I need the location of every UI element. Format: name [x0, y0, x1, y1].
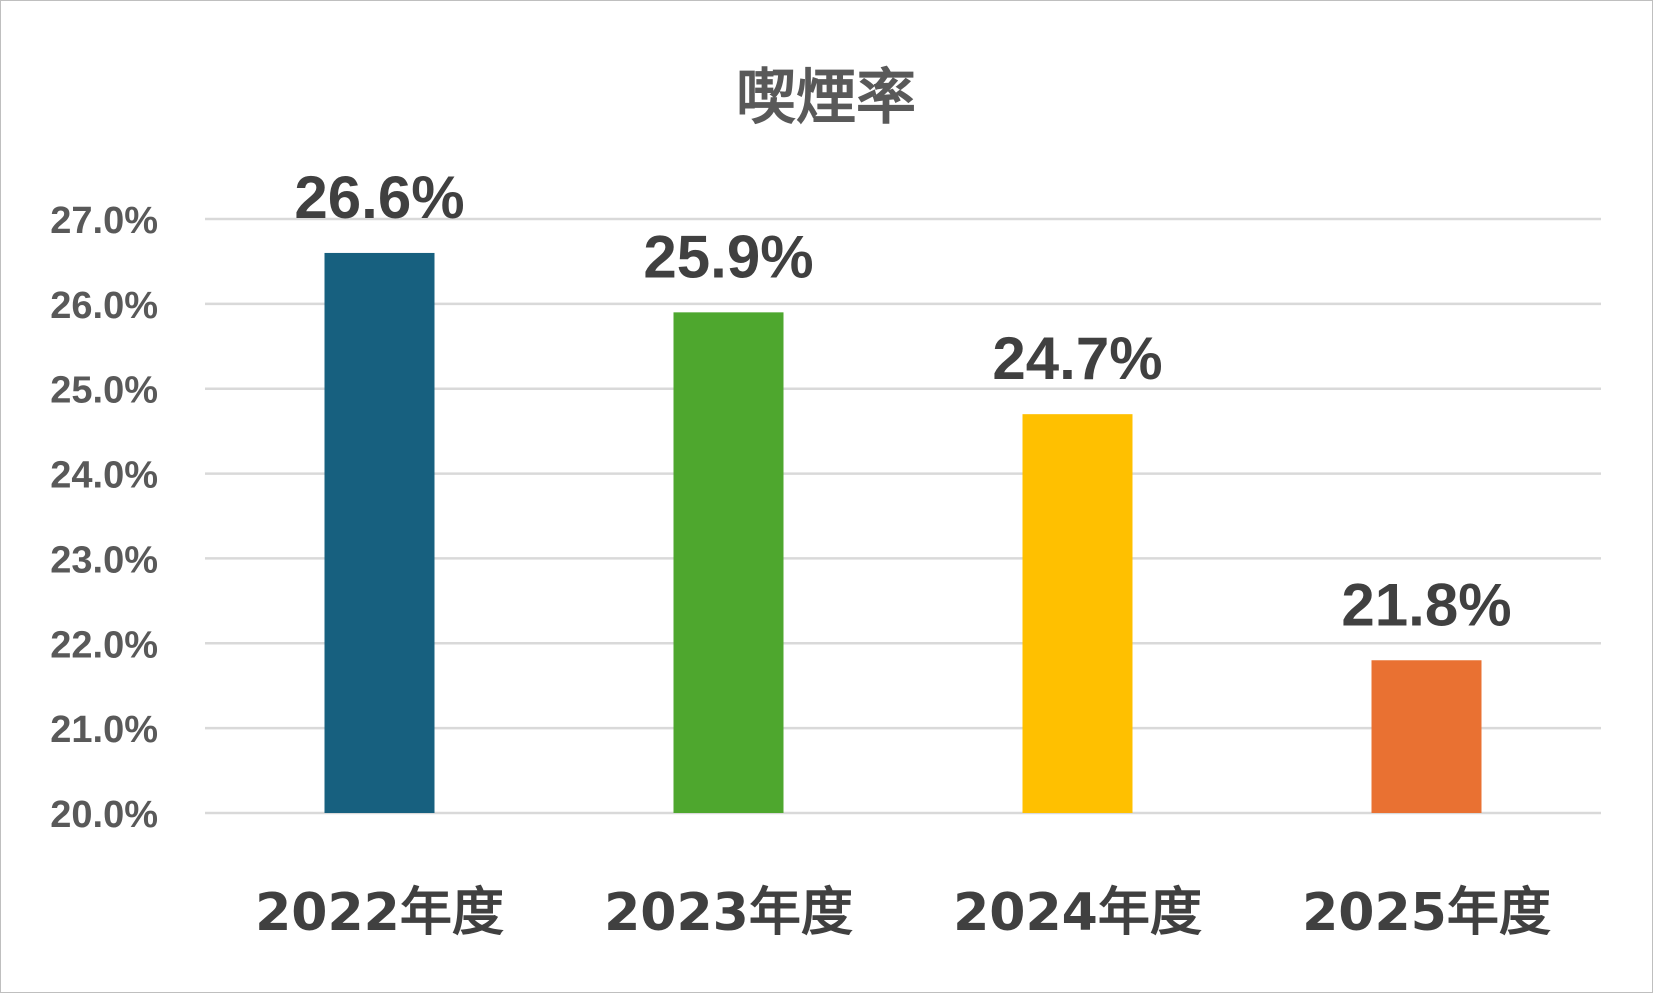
y-tick-label: 27.0%	[50, 200, 158, 242]
chart-title: 喫煙率	[736, 63, 916, 133]
bar-3	[1022, 414, 1133, 813]
data-label: 24.7%	[992, 325, 1162, 392]
bar-2	[673, 312, 784, 813]
x-category-label: 2023年度	[604, 883, 853, 943]
gridlines	[205, 217, 1601, 815]
y-tick-label: 21.0%	[50, 709, 158, 751]
y-axis-ticks: 20.0% 21.0% 22.0% 23.0% 24.0% 25.0% 26.0% 27.0%	[50, 200, 158, 836]
data-label: 26.6%	[294, 164, 464, 231]
y-tick-label: 25.0%	[50, 370, 158, 412]
data-labels: 26.6% 25.9% 24.7% 21.8%	[294, 164, 1511, 638]
y-tick-label: 24.0%	[50, 455, 158, 497]
data-label: 25.9%	[643, 223, 813, 290]
bar-4	[1371, 660, 1482, 813]
y-tick-label: 23.0%	[50, 539, 158, 581]
x-axis-categories: 2022年度 2023年度 2024年度 2025年度	[255, 883, 1551, 943]
data-label: 21.8%	[1341, 571, 1511, 638]
x-category-label: 2024年度	[953, 883, 1202, 943]
bar-1	[324, 252, 435, 813]
x-category-label: 2022年度	[255, 883, 504, 943]
x-category-label: 2025年度	[1302, 883, 1551, 943]
y-tick-label: 26.0%	[50, 285, 158, 327]
y-tick-label: 20.0%	[50, 794, 158, 836]
y-tick-label: 22.0%	[50, 624, 158, 666]
bars	[324, 252, 1482, 813]
